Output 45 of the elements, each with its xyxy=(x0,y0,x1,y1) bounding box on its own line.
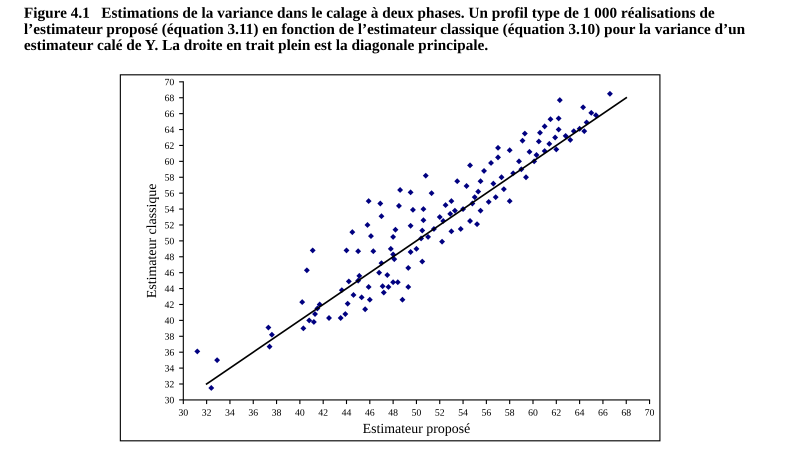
y-tick-label: 30 xyxy=(165,396,174,404)
y-tick-label: 40 xyxy=(164,317,174,324)
y-tick-label: 56 xyxy=(165,190,174,197)
x-tick-label: 66 xyxy=(598,409,608,416)
x-tick-label: 44 xyxy=(342,409,352,416)
y-tick-label: 44 xyxy=(164,286,174,292)
y-tick-label: 64 xyxy=(164,126,174,134)
y-tick-label: 58 xyxy=(165,174,174,181)
x-tick-label: 68 xyxy=(622,409,631,416)
y-tick-label: 42 xyxy=(164,301,174,308)
y-tick-label: 66 xyxy=(164,110,174,118)
x-tick-label: 42 xyxy=(318,409,328,416)
x-tick-label: 62 xyxy=(552,409,561,416)
y-tick-label: 32 xyxy=(165,380,174,388)
x-tick-label: 34 xyxy=(226,409,235,416)
y-tick-label: 50 xyxy=(165,238,174,244)
y-tick-label: 70 xyxy=(165,78,174,86)
x-axis-title: Estimateur proposé xyxy=(363,423,470,436)
chart-title: Figure 4.1 Estimations de la variance dans le calage à deux phases. Un profil type de 1 000 réalisations de l’estimateur proposé (équation 3.11) en fonction de l’estimateur classique (équation 3.10) pour la variance d’un estimateur calé de Y. La droite en trait plein est la diagonale principale. xyxy=(24,6,745,54)
x-tick-label: 38 xyxy=(272,409,282,416)
y-tick-label: 46 xyxy=(164,270,174,276)
x-tick-label: 60 xyxy=(528,409,538,416)
y-tick-label: 34 xyxy=(165,365,174,372)
x-tick-label: 56 xyxy=(482,409,491,416)
y-tick-label: 36 xyxy=(165,349,174,356)
x-tick-label: 52 xyxy=(435,409,444,416)
x-tick-label: 48 xyxy=(388,409,398,416)
y-tick-label: 60 xyxy=(164,158,174,165)
y-tick-label: 52 xyxy=(165,222,174,228)
x-tick-label: 36 xyxy=(248,409,258,416)
y-tick-label: 38 xyxy=(165,333,174,340)
x-tick-label: 46 xyxy=(365,409,374,416)
x-tick-label: 50 xyxy=(412,409,421,416)
y-tick-label: 62 xyxy=(164,142,174,149)
x-tick-label: 30 xyxy=(178,409,188,416)
x-tick-label: 54 xyxy=(458,409,468,416)
x-tick-label: 32 xyxy=(202,409,211,416)
x-tick-label: 40 xyxy=(295,409,304,416)
x-tick-label: 64 xyxy=(575,409,584,416)
x-tick-label: 58 xyxy=(505,409,514,416)
y-tick-label: 48 xyxy=(164,254,174,260)
x-tick-label: 70 xyxy=(645,409,654,416)
y-tick-label: 68 xyxy=(164,94,174,102)
y-axis-title: Estimateur classique xyxy=(146,184,160,298)
y-tick-label: 54 xyxy=(165,206,174,213)
